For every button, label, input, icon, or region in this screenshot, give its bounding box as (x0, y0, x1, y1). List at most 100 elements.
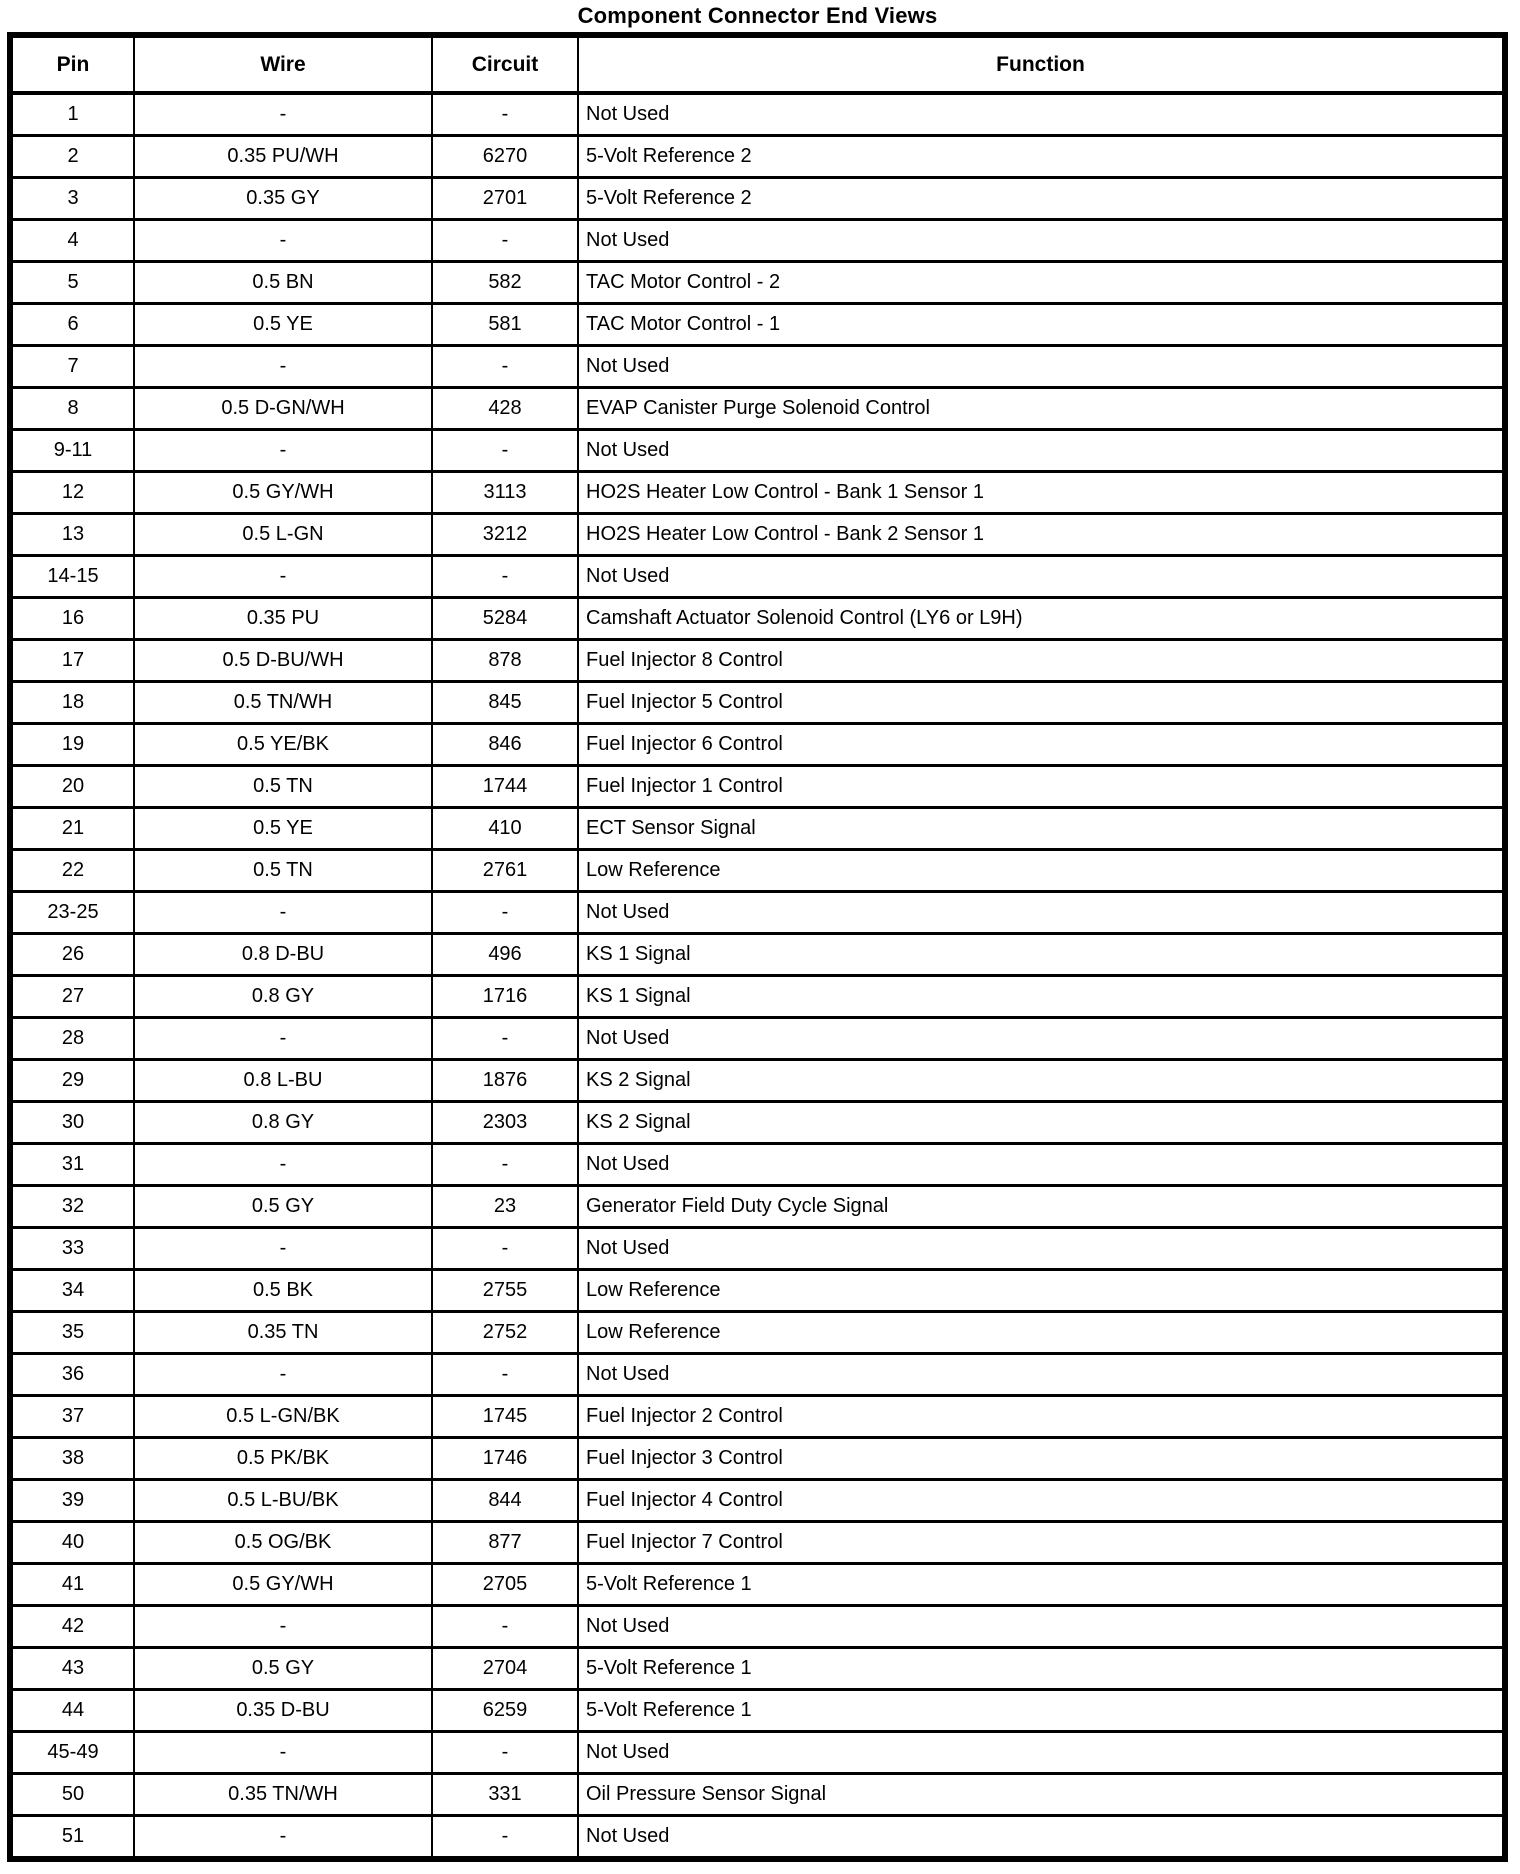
table-row: 2 0.35 PU/WH 6270 5-Volt Reference 2 (9, 134, 1506, 179)
pin-cell: 1 (9, 91, 135, 137)
circuit-cell: 878 (431, 638, 579, 683)
function-cell: ECT Sensor Signal (577, 806, 1506, 851)
function-cell: Not Used (577, 1604, 1506, 1649)
wire-cell: - (133, 91, 433, 137)
pin-cell: 8 (9, 386, 135, 431)
circuit-cell: - (431, 344, 579, 389)
circuit-cell: 1745 (431, 1394, 579, 1439)
pin-cell: 42 (9, 1604, 135, 1649)
pin-cell: 45-49 (9, 1730, 135, 1775)
pin-cell: 18 (9, 680, 135, 725)
wire-cell: 0.5 GY/WH (133, 470, 433, 515)
function-cell: Not Used (577, 1226, 1506, 1271)
wire-cell: 0.5 OG/BK (133, 1520, 433, 1565)
pin-cell: 5 (9, 260, 135, 305)
table-row: 32 0.5 GY 23 Generator Field Duty Cycle Sig… (9, 1184, 1506, 1229)
function-cell: TAC Motor Control - 2 (577, 260, 1506, 305)
pin-cell: 29 (9, 1058, 135, 1103)
pin-cell: 17 (9, 638, 135, 683)
table-row: 1- - Not Used (9, 91, 1506, 137)
function-cell: EVAP Canister Purge Solenoid Control (577, 386, 1506, 431)
wire-cell: 0.5 L-GN/BK (133, 1394, 433, 1439)
pin-cell: 38 (9, 1436, 135, 1481)
table-row: 30 0.8 GY 2303 KS 2 Signal (9, 1100, 1506, 1145)
wire-cell: 0.8 GY (133, 1100, 433, 1145)
pin-cell: 19 (9, 722, 135, 767)
table-row: 16 0.35 PU 5284 Camshaft Actuator Solenoid … (9, 596, 1506, 641)
wire-cell: - (133, 554, 433, 599)
pin-cell: 34 (9, 1268, 135, 1313)
function-cell: KS 2 Signal (577, 1100, 1506, 1145)
circuit-cell: 877 (431, 1520, 579, 1565)
pin-cell: 3 (9, 176, 135, 221)
circuit-cell: 428 (431, 386, 579, 431)
wire-cell: 0.8 D-BU (133, 932, 433, 977)
circuit-cell: 582 (431, 260, 579, 305)
wire-cell: 0.8 GY (133, 974, 433, 1019)
wire-cell: 0.5 YE (133, 302, 433, 347)
circuit-cell: - (431, 1814, 579, 1861)
wire-cell: 0.5 BK (133, 1268, 433, 1313)
circuit-cell: - (431, 554, 579, 599)
pin-cell: 14-15 (9, 554, 135, 599)
function-cell: Not Used (577, 1814, 1506, 1861)
table-row: 12 0.5 GY/WH 3113 HO2S Heater Low Control -… (9, 470, 1506, 515)
table-row: 42- - Not Used (9, 1604, 1506, 1649)
circuit-cell: 331 (431, 1772, 579, 1817)
function-cell: Not Used (577, 428, 1506, 473)
wire-cell: 0.5 GY (133, 1184, 433, 1229)
circuit-cell: - (431, 428, 579, 473)
table-row: 51- - Not Used (9, 1814, 1506, 1861)
circuit-cell: 845 (431, 680, 579, 725)
table-row: 17 0.5 D-BU/WH 878 Fuel Injector 8 Control (9, 638, 1506, 683)
function-cell: 5-Volt Reference 2 (577, 176, 1506, 221)
function-cell: Oil Pressure Sensor Signal (577, 1772, 1506, 1817)
circuit-cell: 1876 (431, 1058, 579, 1103)
function-cell: Generator Field Duty Cycle Signal (577, 1184, 1506, 1229)
wire-cell: 0.35 D-BU (133, 1688, 433, 1733)
pin-cell: 37 (9, 1394, 135, 1439)
table-row: 19 0.5 YE/BK 846 Fuel Injector 6 Control (9, 722, 1506, 767)
function-cell: Fuel Injector 7 Control (577, 1520, 1506, 1565)
pin-cell: 43 (9, 1646, 135, 1691)
circuit-cell: 2705 (431, 1562, 579, 1607)
wire-cell: - (133, 428, 433, 473)
circuit-cell: 496 (431, 932, 579, 977)
function-cell: Fuel Injector 8 Control (577, 638, 1506, 683)
wire-cell: 0.5 PK/BK (133, 1436, 433, 1481)
table-row: 28- - Not Used (9, 1016, 1506, 1061)
circuit-cell: 6259 (431, 1688, 579, 1733)
circuit-cell: 6270 (431, 134, 579, 179)
circuit-cell: - (431, 91, 579, 137)
wire-cell: - (133, 1352, 433, 1397)
pin-cell: 51 (9, 1814, 135, 1861)
wire-cell: 0.5 BN (133, 260, 433, 305)
wire-cell: 0.35 GY (133, 176, 433, 221)
wire-cell: - (133, 1814, 433, 1861)
table-row: 44 0.35 D-BU 6259 5-Volt Reference 1 (9, 1688, 1506, 1733)
function-cell: HO2S Heater Low Control - Bank 2 Sensor … (577, 512, 1506, 557)
circuit-cell: - (431, 890, 579, 935)
function-cell: Not Used (577, 1730, 1506, 1775)
function-cell: Not Used (577, 1016, 1506, 1061)
pin-cell: 21 (9, 806, 135, 851)
pin-cell: 50 (9, 1772, 135, 1817)
table-row: 40 0.5 OG/BK 877 Fuel Injector 7 Control (9, 1520, 1506, 1565)
function-cell: 5-Volt Reference 1 (577, 1562, 1506, 1607)
table-row: 26 0.8 D-BU 496 KS 1 Signal (9, 932, 1506, 977)
connector-pinout-table: Pin Wire Circuit Function 1- - Not Used 2 0.… (7, 32, 1508, 1862)
table-row: 21 0.5 YE 410 ECT Sensor Signal (9, 806, 1506, 851)
pin-cell: 13 (9, 512, 135, 557)
pin-cell: 36 (9, 1352, 135, 1397)
pin-cell: 6 (9, 302, 135, 347)
table-row: 18 0.5 TN/WH 845 Fuel Injector 5 Control (9, 680, 1506, 725)
circuit-cell: 1716 (431, 974, 579, 1019)
table-row: 37 0.5 L-GN/BK 1745 Fuel Injector 2 Control (9, 1394, 1506, 1439)
function-cell: Fuel Injector 2 Control (577, 1394, 1506, 1439)
table-row: 6 0.5 YE 581 TAC Motor Control - 1 (9, 302, 1506, 347)
wire-cell: - (133, 1226, 433, 1271)
pin-cell: 28 (9, 1016, 135, 1061)
function-cell: Fuel Injector 4 Control (577, 1478, 1506, 1523)
wire-cell: 0.5 D-GN/WH (133, 386, 433, 431)
pin-cell: 41 (9, 1562, 135, 1607)
